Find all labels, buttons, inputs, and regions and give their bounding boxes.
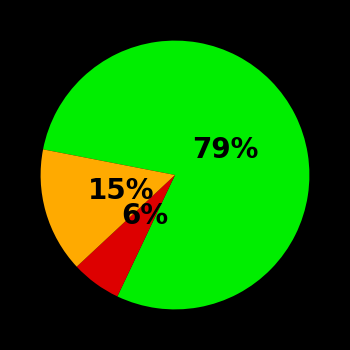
Text: 79%: 79% [192,135,259,163]
Wedge shape [77,175,175,296]
Wedge shape [41,149,175,267]
Wedge shape [43,41,309,309]
Text: 6%: 6% [121,202,168,230]
Text: 15%: 15% [88,176,154,204]
